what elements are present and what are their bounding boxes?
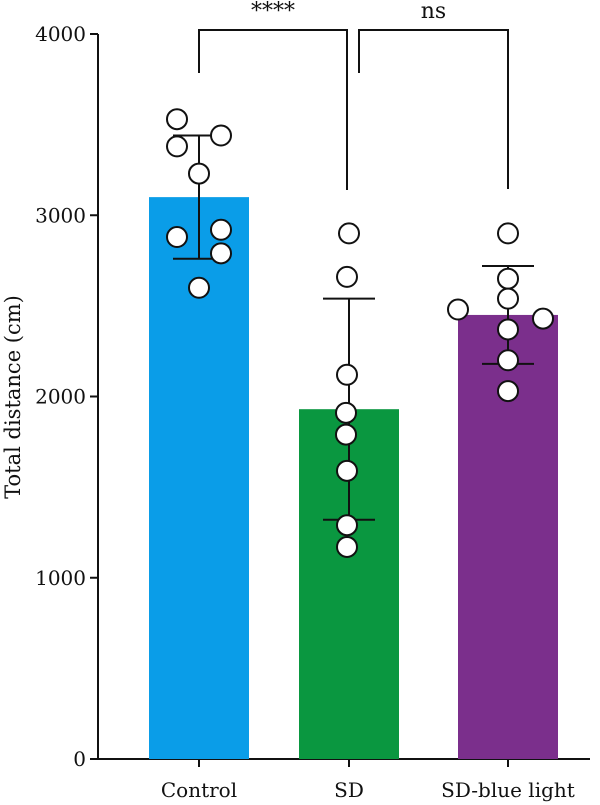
data-point — [166, 135, 188, 158]
significance-bracket-control-sd — [198, 29, 348, 190]
data-point — [497, 267, 519, 290]
data-point — [166, 108, 188, 131]
significance-bracket-control-sd-label: **** — [251, 0, 295, 24]
points-layer — [166, 108, 554, 558]
bars-layer — [149, 197, 558, 759]
data-point — [335, 423, 357, 446]
data-point — [210, 218, 232, 241]
data-point — [497, 287, 519, 310]
data-point — [336, 535, 358, 558]
data-point — [188, 162, 210, 185]
significance-bracket-sd-blue-light-label: ns — [421, 0, 446, 24]
data-point — [188, 276, 210, 299]
data-point — [497, 222, 519, 245]
y-tick-label: 1000 — [35, 566, 86, 590]
data-point — [447, 298, 469, 321]
data-point — [210, 242, 232, 265]
data-point — [335, 401, 357, 424]
x-tick-label: SD — [334, 778, 364, 802]
data-point — [338, 222, 360, 245]
data-point — [497, 349, 519, 372]
axes-layer: 0 1000 2000 3000 4000 Total distance (cm) Cont… — [1, 22, 590, 802]
x-tick-label: SD-blue light — [441, 778, 575, 802]
y-tick-label: 2000 — [35, 385, 86, 409]
data-point — [532, 307, 554, 330]
significance-bracket-sd-blue-light — [358, 29, 509, 189]
y-axis-title: Total distance (cm) — [1, 295, 25, 499]
data-point — [336, 459, 358, 482]
data-point — [497, 380, 519, 403]
significance-layer: **** ns — [198, 0, 509, 190]
data-point — [336, 265, 358, 288]
y-tick-label: 0 — [73, 747, 86, 771]
data-point — [336, 363, 358, 386]
y-tick-label: 4000 — [35, 22, 86, 46]
data-point — [166, 226, 188, 248]
data-point — [336, 514, 358, 537]
x-tick-label: Control — [161, 778, 237, 802]
data-point — [210, 124, 232, 147]
y-tick-label: 3000 — [35, 203, 86, 227]
data-point — [497, 318, 519, 341]
